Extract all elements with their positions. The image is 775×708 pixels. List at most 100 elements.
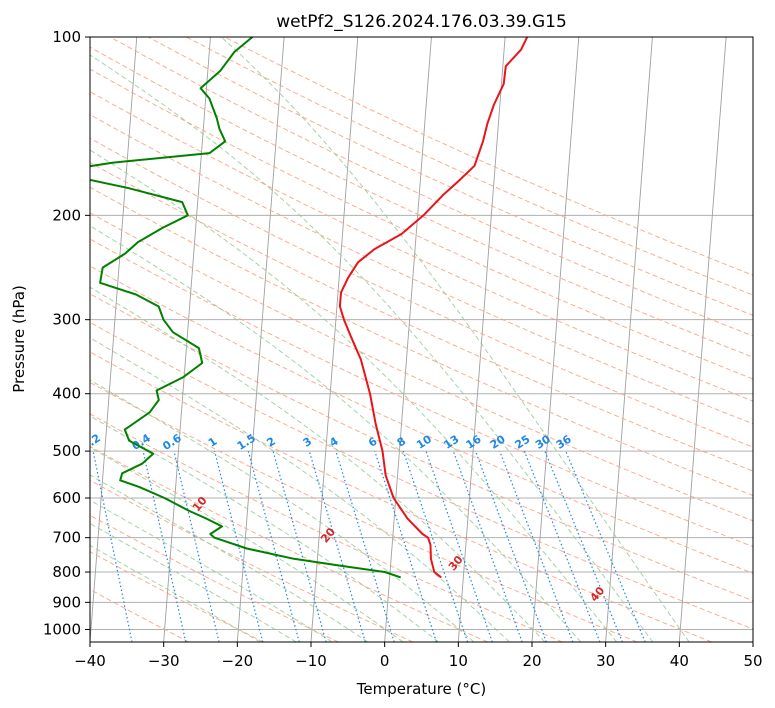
moist-adiabat-line [90, 474, 368, 642]
dry-adiabat-line [90, 588, 190, 642]
mixing-ratio-line [565, 450, 646, 642]
dewpoint-profile-line [90, 37, 402, 579]
mixing-ratio-label: 3 [301, 435, 315, 450]
mixing-ratio-label: 13 [441, 433, 461, 452]
mixing-ratio-label: 20 [488, 432, 508, 451]
plot-area: 0.10.20.40.611.52346810131620253036-100-… [63, 37, 753, 642]
moist-adiabat-line [90, 379, 475, 642]
dry-adiabat-line [90, 238, 753, 548]
moist-adiabat-line [90, 54, 654, 642]
dry-adiabat-label: 20 [318, 525, 338, 545]
y-tick-label: 100 [52, 28, 81, 46]
dry-adiabat-line [90, 293, 753, 602]
isotherm-line [236, 37, 285, 642]
mixing-ratio-label: 36 [554, 432, 574, 451]
dry-adiabat-line [90, 445, 488, 642]
mixing-ratio-line [142, 450, 187, 642]
dry-adiabat-line [90, 137, 753, 448]
mixing-ratio-label: 4 [327, 434, 341, 449]
x-tick-label: −40 [74, 652, 106, 670]
x-axis-label: Temperature (°C) [356, 680, 486, 698]
y-tick-label: 700 [52, 529, 81, 547]
y-axis: 100 200 300 400 500 600 700 800 900 1000 [43, 28, 90, 638]
dry-adiabat-line [90, 114, 753, 425]
mixing-ratio-line [214, 450, 264, 642]
mixing-ratio-label: 0.2 [80, 431, 103, 453]
y-axis-label: Pressure (hPa) [10, 285, 28, 393]
isotherm-line [163, 37, 211, 642]
mixing-ratio-line [474, 450, 547, 642]
moist-adiabat-line [90, 225, 582, 642]
dry-adiabat-line [90, 91, 753, 402]
y-tick-label: 300 [52, 311, 81, 329]
mixing-ratio-label: 0.6 [160, 431, 184, 453]
mixing-ratio-line [173, 450, 220, 642]
dry-adiabat-line [90, 321, 753, 630]
dry-adiabat-label: 0 [63, 461, 78, 475]
mixing-ratio-label: 2 [264, 435, 278, 450]
moist-adiabat-line [90, 337, 510, 642]
mixing-ratio-label: 16 [464, 432, 484, 451]
dry-adiabat-line [90, 212, 753, 522]
y-tick-label: 800 [52, 563, 81, 581]
isotherm-line [605, 37, 653, 642]
mixing-ratio-line [272, 450, 327, 642]
mixing-ratio-line [544, 450, 623, 642]
moist-adiabat-line [90, 415, 439, 642]
y-tick-label: 500 [52, 442, 81, 460]
dry-adiabat-line [90, 186, 753, 497]
moist-adiabat-line [90, 149, 618, 642]
mixing-ratio-line [425, 450, 493, 642]
plot-frame [89, 36, 754, 643]
dry-adiabat-line [90, 514, 339, 642]
moist-adiabat-line [90, 286, 546, 642]
moist-adiabat-line [220, 37, 690, 642]
mixing-ratio-line [452, 450, 523, 642]
mixing-ratio-label: 6 [366, 434, 380, 449]
dry-adiabat-line [90, 46, 753, 358]
dry-adiabat-line [90, 381, 638, 642]
y-tick-label: 900 [52, 593, 81, 611]
mixing-ratio-line [499, 450, 574, 642]
dry-adiabat-line [90, 161, 753, 472]
x-tick-label: 10 [449, 652, 468, 670]
isotherm-line [90, 37, 138, 642]
isotherm-line [678, 37, 727, 642]
moist-adiabat-line [90, 446, 404, 642]
dry-adiabat-line [90, 351, 712, 642]
dry-adiabat-line [147, 37, 753, 316]
moist-adiabat-line [90, 544, 261, 642]
mixing-ratio-line [402, 450, 469, 642]
isotherm-line [457, 37, 506, 642]
x-tick-label: −20 [222, 652, 254, 670]
mixing-ratio-line [335, 450, 395, 642]
mixing-ratio-label: 1.5 [235, 431, 258, 453]
x-tick-label: −30 [148, 652, 180, 670]
x-tick-label: −10 [295, 652, 327, 670]
y-tick-label: 200 [52, 206, 81, 224]
isotherm-line [531, 37, 580, 642]
isotherm-line [752, 636, 753, 642]
y-tick-label: 1000 [43, 620, 81, 638]
mixing-ratio-line [308, 450, 366, 642]
dry-adiabat-line [109, 37, 753, 337]
x-tick-label: 0 [380, 652, 390, 670]
x-axis: −40 −30 −20 −10 0 10 20 30 40 50 [74, 642, 763, 670]
mixing-ratio-line [374, 450, 437, 642]
dry-adiabat-label: 30 [446, 553, 466, 573]
moist-adiabat-line [90, 499, 333, 642]
isotherm-line [384, 37, 432, 642]
dry-adiabat-line [90, 68, 753, 380]
x-tick-label: 40 [670, 652, 689, 670]
y-tick-label: 600 [52, 489, 81, 507]
chart-title: wetPf2_S126.2024.176.03.39.G15 [276, 12, 567, 32]
mixing-ratio-line [247, 450, 300, 642]
mixing-ratio-line [92, 450, 133, 642]
x-tick-label: 50 [743, 652, 762, 670]
dry-adiabat-label: 40 [587, 584, 607, 604]
x-tick-label: 20 [522, 652, 541, 670]
dry-adiabat-label: 10 [190, 494, 210, 514]
mixing-ratio-label: 10 [414, 432, 434, 451]
y-tick-label: 400 [52, 385, 81, 403]
